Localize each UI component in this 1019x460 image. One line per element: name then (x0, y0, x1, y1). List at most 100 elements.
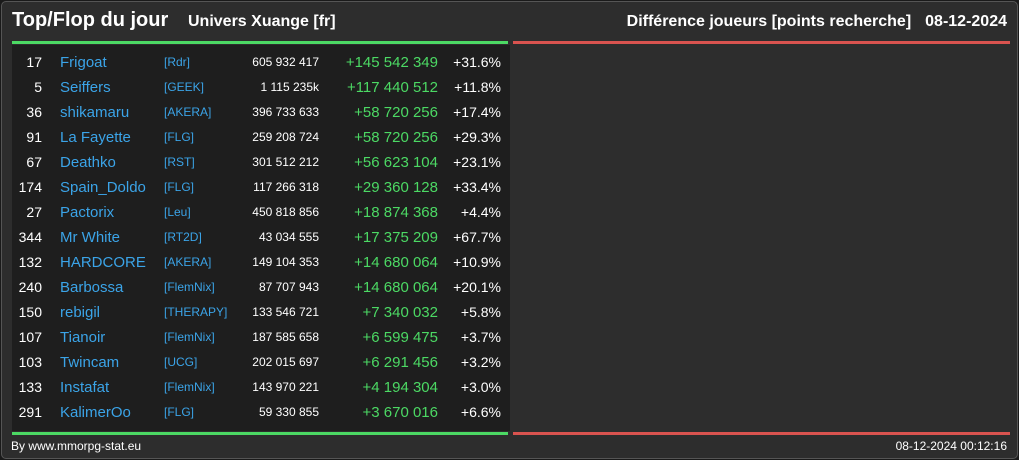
alliance-link[interactable]: [GEEK] (164, 80, 205, 94)
alliance-link[interactable]: [FLG] (164, 405, 195, 419)
player-points: 1 115 235k (260, 80, 320, 94)
points-difference: +56 623 104 (354, 154, 438, 171)
top-divider-positive (12, 41, 508, 44)
points-difference: +58 720 256 (354, 129, 438, 146)
player-name-link[interactable]: Tianoir (60, 329, 106, 346)
table-row: 91 La Fayette [FLG] 259 208 724 +58 720 256 +… (12, 125, 510, 150)
alliance-link[interactable]: [FLG] (164, 130, 195, 144)
percent-change: +29.3% (453, 129, 501, 145)
header-right: Différence joueurs [points recherche] 08-… (627, 13, 1007, 31)
alliance-link[interactable]: [RT2D] (164, 230, 202, 244)
player-points: 117 266 318 (253, 180, 319, 194)
points-difference: +14 680 064 (354, 279, 438, 296)
points-difference: +4 194 304 (362, 379, 439, 396)
table-row: 67 Deathko [RST] 301 512 212 +56 623 104 +23.… (12, 150, 510, 175)
top-players-list: 17 Frigoat [Rdr] 605 932 417 +145 542 349 +31… (12, 50, 510, 425)
page-title: Top/Flop du jour (12, 9, 169, 31)
player-rank: 132 (18, 254, 42, 270)
player-rank: 91 (26, 129, 42, 145)
player-name-link[interactable]: Seiffers (60, 79, 111, 96)
percent-change: +67.7% (453, 229, 501, 245)
points-difference: +6 599 475 (362, 329, 439, 346)
alliance-link[interactable]: [FlemNix] (164, 380, 215, 394)
percent-change: +3.7% (460, 329, 501, 345)
bottom-divider-positive (12, 432, 508, 435)
universe-label: Univers Xuange [fr] (188, 13, 336, 30)
table-row: 240 Barbossa [FlemNix] 87 707 943 +14 680 06… (12, 275, 510, 300)
alliance-link[interactable]: [FlemNix] (164, 330, 215, 344)
player-name-link[interactable]: HARDCORE (60, 254, 146, 271)
table-row: 132 HARDCORE [AKERA] 149 104 353 +14 680 064… (12, 250, 510, 275)
player-rank: 240 (18, 279, 42, 295)
player-name-link[interactable]: Spain_Doldo (60, 179, 146, 196)
footer-credit[interactable]: By www.mmorpg-stat.eu (11, 439, 142, 453)
table-row: 174 Spain_Doldo [FLG] 117 266 318 +29 360 12… (12, 175, 510, 200)
table-row: 133 Instafat [FlemNix] 143 970 221 +4 194 30… (12, 375, 510, 400)
alliance-link[interactable]: [FlemNix] (164, 280, 215, 294)
percent-change: +3.0% (460, 379, 501, 395)
header: Top/Flop du jour Univers Xuange [fr] Dif… (2, 2, 1017, 40)
alliance-link[interactable]: [UCG] (164, 355, 198, 369)
header-date: 08-12-2024 (925, 13, 1007, 30)
table-row: 291 KalimerOo [FLG] 59 330 855 +3 670 016 +6.… (12, 400, 510, 425)
player-points: 187 585 658 (252, 330, 319, 344)
player-name-link[interactable]: Instafat (60, 379, 110, 396)
percent-change: +5.8% (460, 304, 501, 320)
player-points: 396 733 633 (252, 105, 319, 119)
alliance-link[interactable]: [FLG] (164, 180, 195, 194)
player-name-link[interactable]: rebigil (60, 304, 101, 321)
player-name-link[interactable]: Frigoat (60, 54, 107, 71)
player-rank: 107 (18, 329, 42, 345)
alliance-link[interactable]: [THERAPY] (164, 305, 228, 319)
player-name-link[interactable]: Mr White (60, 229, 120, 246)
table-row: 103 Twincam [UCG] 202 015 697 +6 291 456 +3.2… (12, 350, 510, 375)
top-divider-negative (513, 41, 1010, 44)
points-difference: +6 291 456 (362, 354, 439, 371)
points-difference: +3 670 016 (362, 404, 439, 421)
player-rank: 5 (34, 79, 42, 95)
percent-change: +23.1% (453, 154, 501, 170)
player-rank: 174 (18, 179, 42, 195)
flop-players-panel (513, 45, 1010, 431)
table-row: 150 rebigil [THERAPY] 133 546 721 +7 340 032… (12, 300, 510, 325)
player-name-link[interactable]: shikamaru (60, 104, 130, 121)
player-name-link[interactable]: KalimerOo (60, 404, 131, 421)
alliance-link[interactable]: [AKERA] (164, 105, 212, 119)
player-points: 605 932 417 (252, 55, 319, 69)
player-name-link[interactable]: Pactorix (60, 204, 115, 221)
table-row: 17 Frigoat [Rdr] 605 932 417 +145 542 349 +31… (12, 50, 510, 75)
player-rank: 36 (26, 104, 42, 120)
player-points: 259 208 724 (252, 130, 319, 144)
player-rank: 17 (26, 54, 42, 70)
percent-change: +20.1% (453, 279, 501, 295)
player-name-link[interactable]: Deathko (60, 154, 116, 171)
alliance-link[interactable]: [Leu] (164, 205, 191, 219)
table-row: 5 Seiffers [GEEK] 1 115 235k +117 440 512 +11… (12, 75, 510, 100)
table-row: 107 Tianoir [FlemNix] 187 585 658 +6 599 475… (12, 325, 510, 350)
player-points: 450 818 856 (252, 205, 319, 219)
points-difference: +18 874 368 (354, 204, 438, 221)
points-difference: +17 375 209 (354, 229, 438, 246)
player-name-link[interactable]: Barbossa (60, 279, 124, 296)
table-row: 27 Pactorix [Leu] 450 818 856 +18 874 368 +4.… (12, 200, 510, 225)
points-difference: +117 440 512 (346, 79, 438, 96)
player-rank: 150 (18, 304, 42, 320)
player-rank: 27 (26, 204, 42, 220)
points-difference: +145 542 349 (345, 54, 438, 71)
player-rank: 67 (26, 154, 42, 170)
alliance-link[interactable]: [Rdr] (164, 55, 191, 69)
ranking-subtitle: Différence joueurs [points recherche] (626, 13, 912, 30)
player-name-link[interactable]: La Fayette (60, 129, 131, 146)
percent-change: +3.2% (460, 354, 501, 370)
player-points: 87 707 943 (258, 280, 319, 294)
player-points: 133 546 721 (252, 305, 319, 319)
percent-change: +6.6% (460, 404, 501, 420)
player-name-link[interactable]: Twincam (60, 354, 120, 371)
percent-change: +33.4% (453, 179, 501, 195)
points-difference: +29 360 128 (354, 179, 438, 196)
alliance-link[interactable]: [AKERA] (164, 255, 212, 269)
alliance-link[interactable]: [RST] (164, 155, 195, 169)
percent-change: +17.4% (453, 104, 501, 120)
player-rank: 291 (18, 404, 42, 420)
